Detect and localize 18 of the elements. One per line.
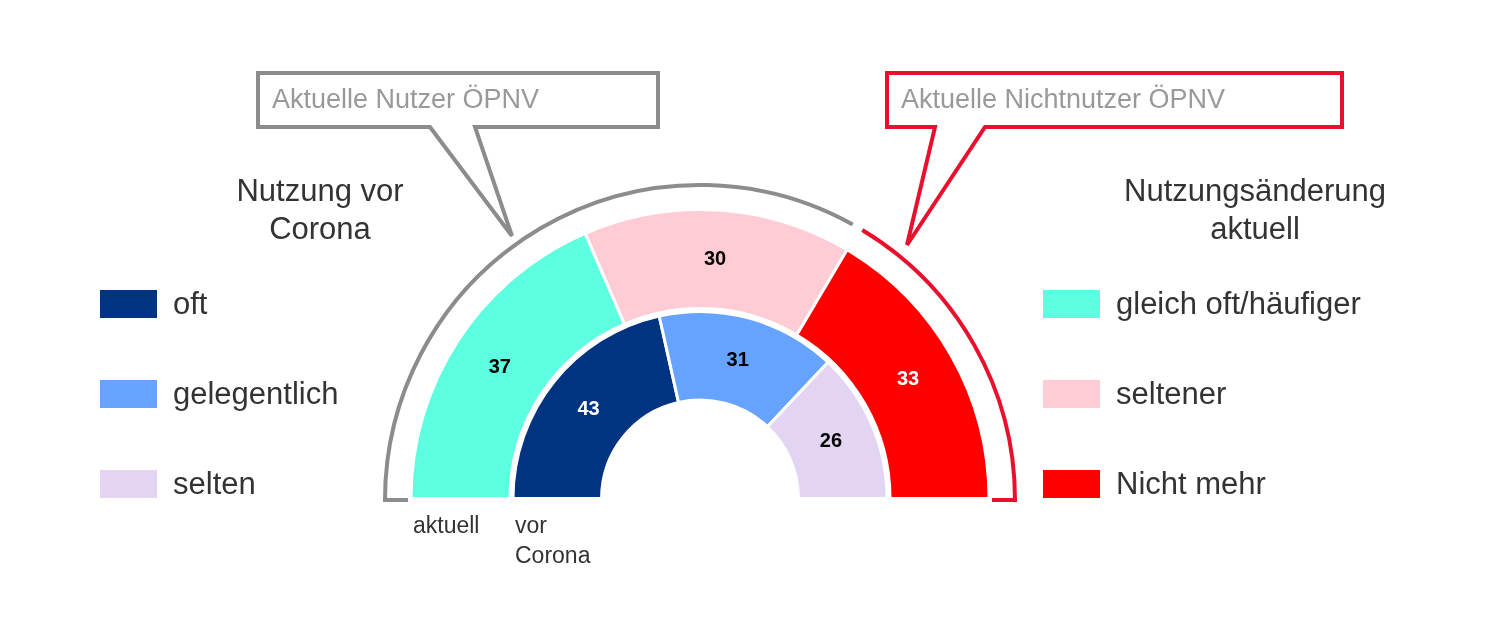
text: Aktuelle Nichtnutzer ÖPNV — [901, 84, 1226, 115]
text: aktuell — [413, 511, 481, 540]
data-label: 33 — [896, 367, 920, 390]
text: vor Corona — [515, 511, 592, 570]
data-label: 43 — [577, 396, 600, 419]
data-label: 26 — [819, 429, 843, 452]
data-label: 30 — [703, 246, 727, 269]
legend-label: seltener — [1116, 376, 1227, 412]
legend-label: gelegentlich — [173, 376, 339, 412]
legend-label: oft — [173, 286, 208, 322]
data-label: 31 — [726, 348, 749, 371]
legend-title: Nutzungsänderung aktuell — [1123, 172, 1387, 248]
data-label: 37 — [488, 354, 511, 377]
text: Aktuelle Nutzer ÖPNV — [272, 84, 540, 115]
legend-label: selten — [173, 466, 256, 502]
legend-title: Nutzung vor Corona — [235, 172, 405, 248]
legend-label: gleich oft/häufiger — [1116, 286, 1361, 322]
legend-label: Nicht mehr — [1116, 466, 1266, 502]
